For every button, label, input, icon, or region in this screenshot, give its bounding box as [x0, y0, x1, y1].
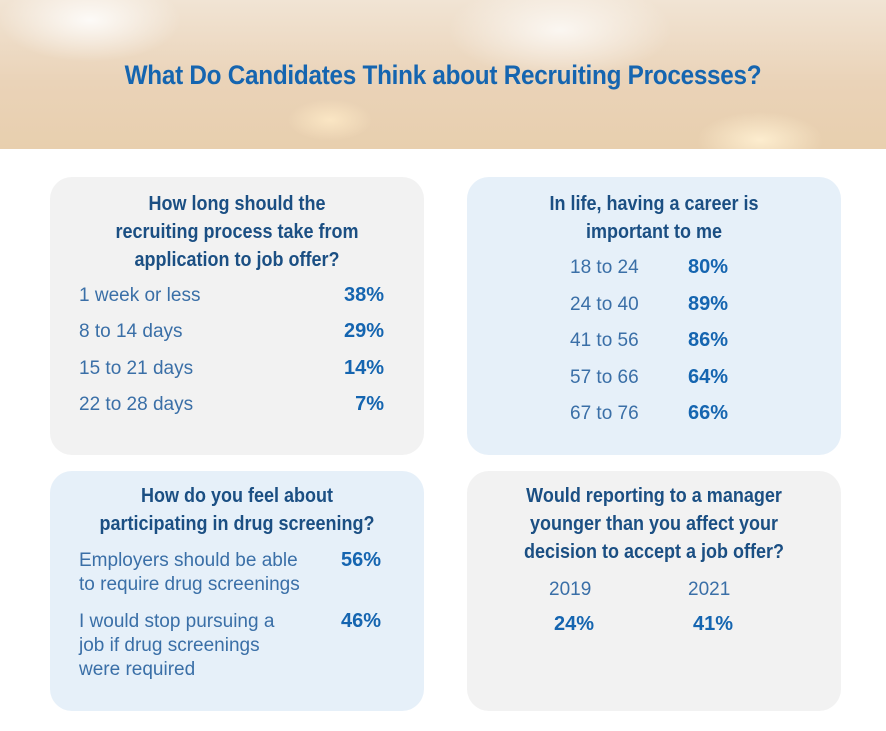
question-line: younger than you affect your	[529, 513, 779, 535]
row-label: 15 to 21 days	[79, 358, 194, 379]
card-drug-screening-question: How do you feel about participating in d…	[69, 482, 406, 538]
question-line: In life, having a career is	[549, 193, 759, 215]
question-line: important to me	[585, 221, 723, 243]
question-line: Would reporting to a manager	[526, 485, 782, 507]
row-label: 18 to 24	[570, 257, 639, 278]
question-line: application to job offer?	[134, 249, 340, 271]
column-value: 24%	[554, 613, 595, 635]
row-value: 86%	[688, 329, 729, 351]
card-process-length-question: How long should the recruiting process t…	[69, 190, 406, 274]
row-value: 80%	[688, 256, 729, 278]
row-label: 41 to 56	[570, 330, 639, 351]
row-value: 56%	[340, 549, 381, 571]
row-value: 66%	[688, 402, 729, 424]
column-label: 2021	[688, 579, 731, 600]
question-line: How do you feel about	[140, 485, 334, 507]
card-process-length: How long should the recruiting process t…	[50, 177, 424, 455]
row-value: 89%	[688, 293, 729, 315]
column-value: 41%	[693, 613, 734, 635]
label-line: to require drug screenings	[79, 574, 300, 595]
label-line: were required	[79, 659, 196, 680]
row-label: 1 week or less	[79, 285, 201, 306]
column-label: 2019	[549, 579, 592, 600]
row-value: 64%	[688, 366, 729, 388]
header-banner: What Do Candidates Think about Recruitin…	[0, 0, 886, 149]
row-value: 14%	[343, 357, 384, 379]
question-line: decision to accept a job offer?	[523, 541, 785, 563]
page-title: What Do Candidates Think about Recruitin…	[124, 60, 762, 90]
card-younger-manager-question: Would reporting to a manager younger tha…	[486, 482, 823, 566]
row-value: 38%	[343, 284, 384, 306]
question-line: participating in drug screening?	[99, 513, 375, 535]
row-label: 22 to 28 days	[79, 394, 194, 415]
question-line: How long should the	[148, 193, 326, 215]
row-label: 24 to 40	[570, 294, 639, 315]
label-line: I would stop pursuing a	[79, 611, 275, 632]
row-label: Employers should be able to require drug…	[79, 549, 300, 597]
label-line: Employers should be able	[79, 550, 298, 571]
row-value: 7%	[355, 393, 384, 415]
row-label: 8 to 14 days	[79, 321, 183, 342]
card-career-importance-question: In life, having a career is important to…	[486, 190, 823, 246]
card-drug-screening: How do you feel about participating in d…	[50, 471, 424, 711]
row-label: I would stop pursuing a job if drug scre…	[79, 610, 274, 682]
row-value: 29%	[343, 320, 384, 342]
card-career-importance: In life, having a career is important to…	[467, 177, 841, 455]
row-label: 67 to 76	[570, 403, 639, 424]
row-value: 46%	[340, 610, 381, 632]
row-label: 57 to 66	[570, 367, 639, 388]
question-line: recruiting process take from	[115, 221, 359, 243]
label-line: job if drug screenings	[79, 635, 260, 656]
card-younger-manager: Would reporting to a manager younger tha…	[467, 471, 841, 711]
